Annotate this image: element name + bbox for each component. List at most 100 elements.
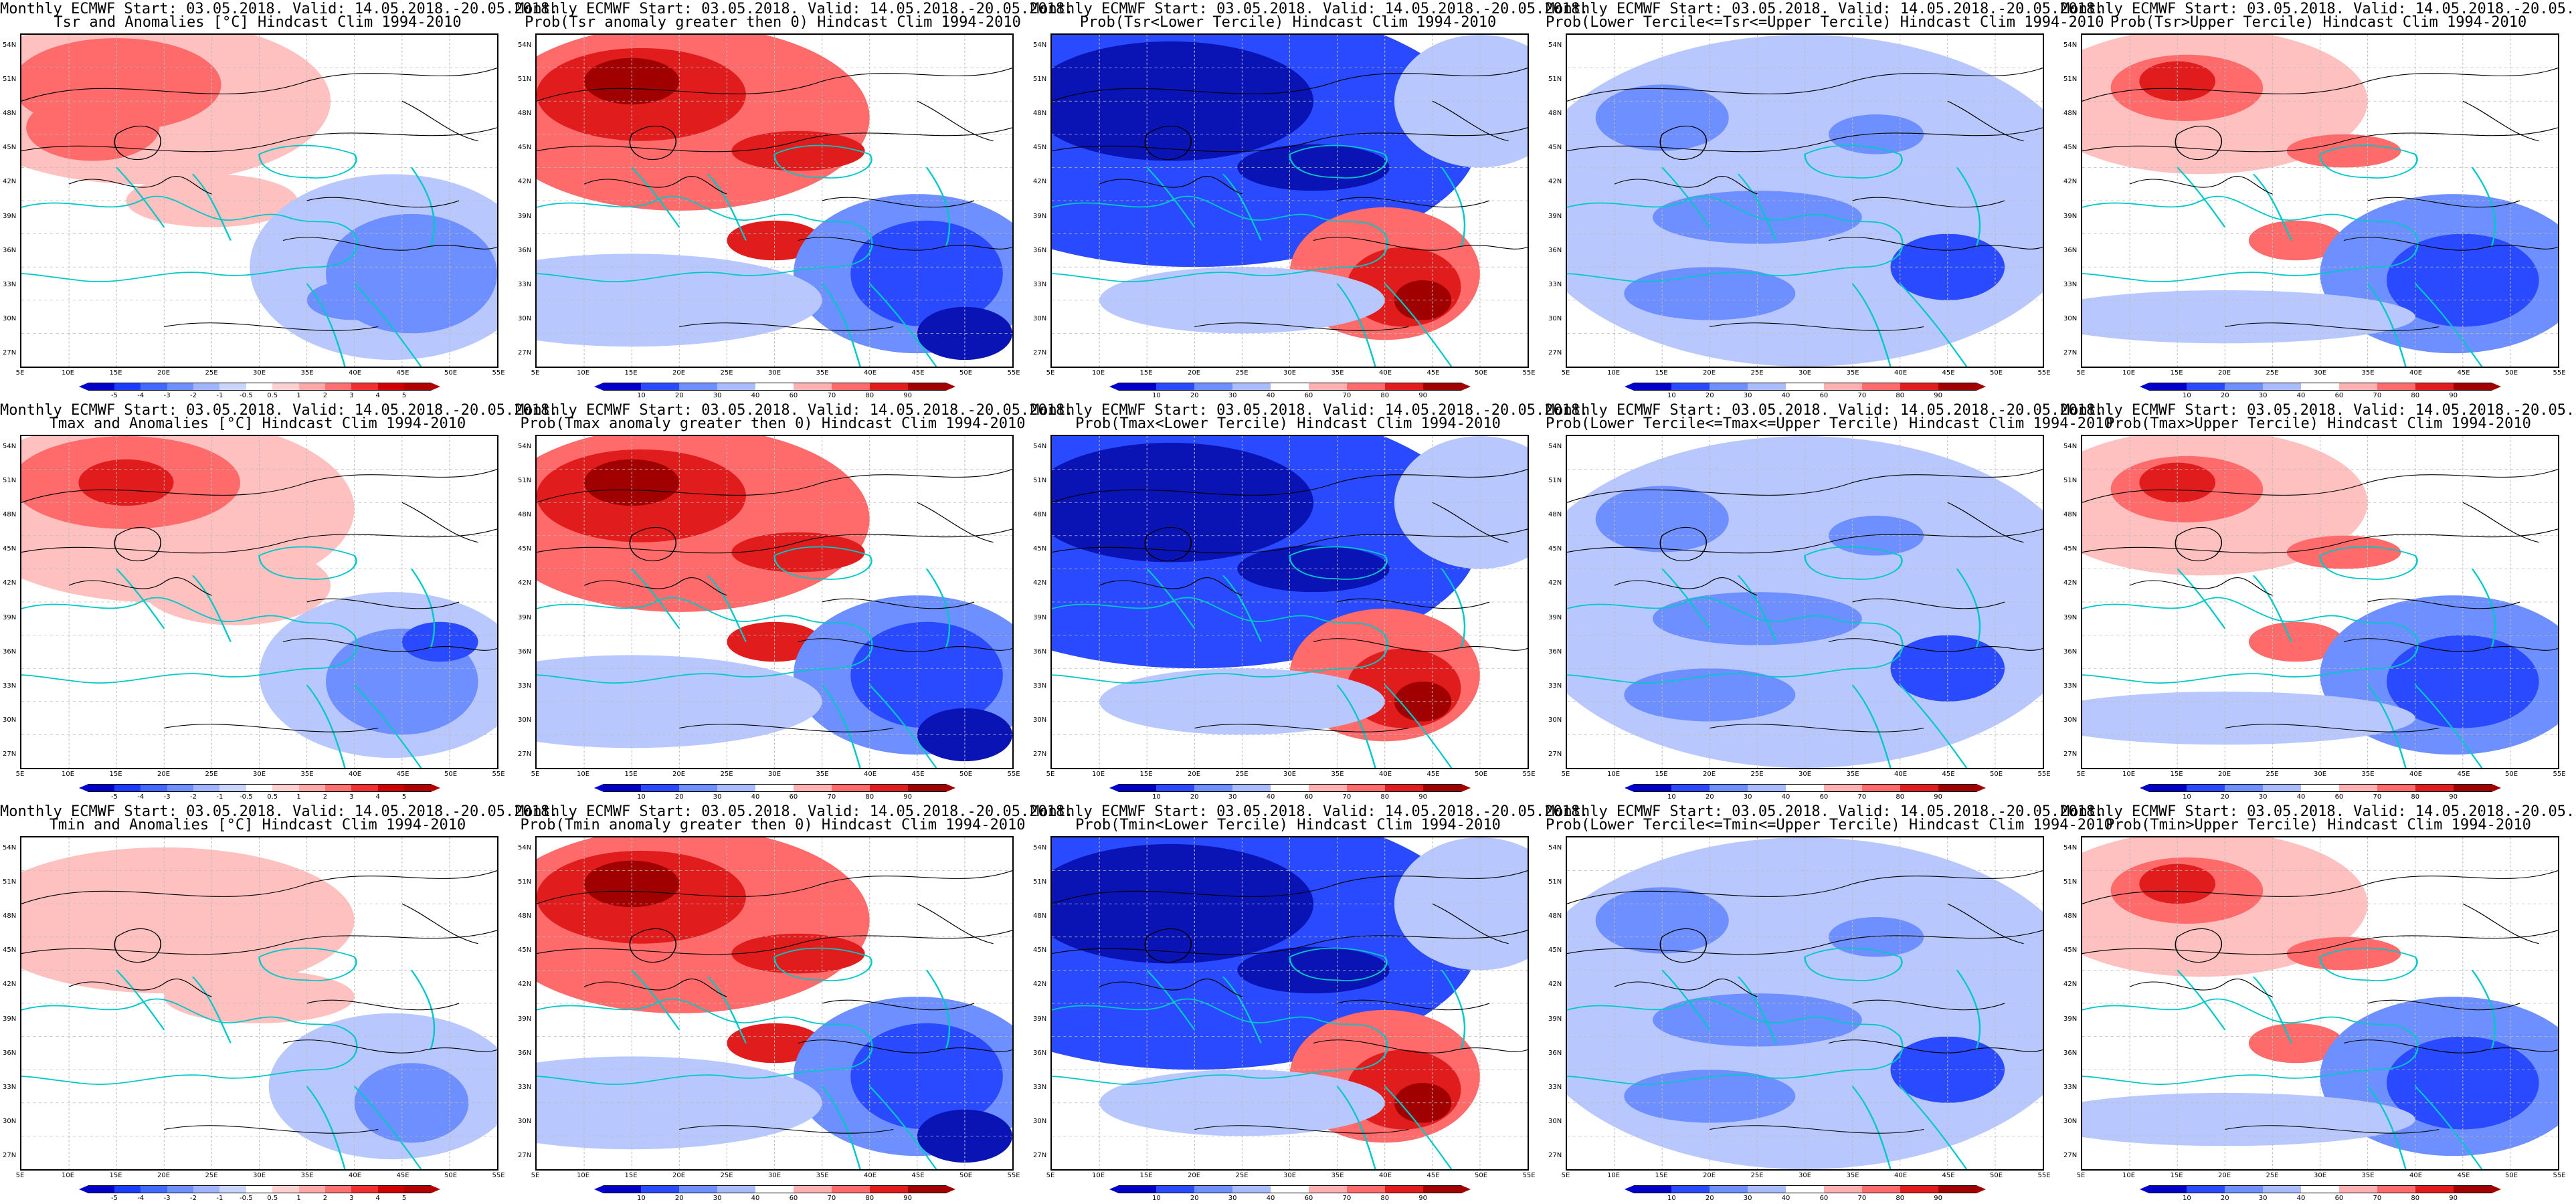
colorbar-swatch: [219, 1185, 246, 1193]
colorbar-swatch: [1671, 383, 1710, 391]
latitude-label: 33N: [1548, 280, 1562, 288]
latitude-label: 27N: [3, 349, 17, 357]
latitude-label: 51N: [1033, 878, 1047, 886]
latitude-label: 42N: [1033, 981, 1047, 989]
colorbar-swatch: [641, 1185, 680, 1193]
colorbar-max-arrow: [430, 784, 440, 792]
field-contour-plot: [1567, 837, 2043, 1169]
colorbar-swatch: [2263, 1185, 2302, 1193]
latitude-label: 45N: [3, 545, 17, 553]
colorbar-label: 20: [1705, 793, 1714, 801]
longitude-label: 10E: [2122, 771, 2136, 778]
latitude-label: 48N: [2063, 912, 2078, 920]
latitude-label: 48N: [3, 110, 17, 118]
colorbar-label: 80: [865, 392, 875, 399]
colorbar-swatch: [1861, 383, 1900, 391]
colorbar-min-arrow: [593, 383, 604, 391]
longitude-label: 10E: [576, 771, 590, 778]
latitude-label: 45N: [1033, 545, 1047, 553]
longitude-label: 45E: [1942, 369, 1955, 377]
colorbar-swatch: [679, 383, 718, 391]
colorbar-swatch: [2148, 784, 2187, 792]
longitude-label: 35E: [1846, 771, 1859, 778]
latitude-label: 36N: [1548, 1049, 1562, 1057]
colorbar-max-arrow: [945, 1185, 955, 1193]
latitude-label: 30N: [3, 716, 17, 724]
longitude-label: 5E: [531, 369, 540, 377]
latitude-label: 33N: [3, 682, 17, 690]
colorbar-swatch: [2453, 1185, 2492, 1193]
longitude-label: 55E: [492, 771, 505, 778]
colorbar-swatch: [2225, 1185, 2264, 1193]
longitude-label: 45E: [2457, 771, 2470, 778]
map-panel: Monthly ECMWF Start: 03.05.2018. Valid: …: [515, 0, 1073, 401]
colorbar-swatch: [1823, 784, 1862, 792]
longitude-label: 30E: [2313, 369, 2327, 377]
colorbar-swatch: [793, 1185, 832, 1193]
longitude-label: 50E: [1474, 369, 1488, 377]
latitude-label: 48N: [1548, 110, 1562, 118]
colorbar-label: 80: [1380, 1195, 1390, 1202]
longitude-label: 20E: [672, 771, 686, 778]
forecast-map: [535, 435, 1014, 769]
field-contour-plot: [1052, 837, 1528, 1169]
colorbar-swatch: [2453, 784, 2492, 792]
longitude-label: 5E: [1046, 369, 1055, 377]
latitude-label: 30N: [518, 1117, 532, 1125]
colorbar-label: 90: [2449, 1195, 2458, 1202]
longitude-label: 40E: [2409, 771, 2423, 778]
colorbar-label: 70: [2373, 1195, 2382, 1202]
latitude-label: 51N: [1033, 76, 1047, 84]
colorbar-swatch: [1938, 784, 1976, 792]
field-contour-plot: [21, 837, 497, 1169]
latitude-label: 51N: [1548, 878, 1562, 886]
colorbar-swatch: [1786, 1185, 1824, 1193]
colorbar-label: 1: [296, 793, 301, 801]
map-panel: Monthly ECMWF Start: 03.05.2018. Valid: …: [1030, 803, 1588, 1204]
longitude-label: 55E: [492, 1172, 505, 1179]
longitude-label: 15E: [1139, 771, 1153, 778]
colorbar-label: 3: [349, 1195, 354, 1202]
forecast-map: [1050, 435, 1529, 769]
colorbar-label: 40: [1266, 392, 1275, 399]
field-contour-plot: [537, 837, 1012, 1169]
colorbar-label: -1: [216, 793, 223, 801]
colorbar-label: 10: [1152, 793, 1161, 801]
latitude-label: 54N: [1033, 41, 1047, 49]
colorbar-label: 90: [2449, 392, 2458, 399]
field-contour-plot: [2082, 35, 2558, 367]
colorbar-label: 60: [1304, 392, 1313, 399]
colorbar-label: 70: [1857, 793, 1867, 801]
forecast-map: [20, 33, 498, 368]
latitude-label: 42N: [2063, 579, 2078, 587]
colorbar-swatch: [141, 1185, 167, 1193]
longitude-label: 35E: [300, 771, 314, 778]
colorbar-label: -2: [190, 793, 197, 801]
field-contour-plot: [1567, 436, 2043, 768]
longitude-label: 10E: [576, 369, 590, 377]
colorbar-swatch: [793, 784, 832, 792]
colorbar-min-arrow: [593, 784, 604, 792]
colorbar: [2139, 383, 2501, 391]
latitude-label: 30N: [1033, 314, 1047, 322]
colorbar-swatch: [246, 784, 273, 792]
colorbar-swatch: [377, 1185, 405, 1193]
panel-title-line2: Tmax and Anomalies [°C] Hindcast Clim 19…: [49, 415, 466, 432]
colorbar-label: 10: [1667, 793, 1676, 801]
latitude-label: 27N: [2063, 1152, 2078, 1159]
longitude-label: 10E: [1606, 1172, 1621, 1179]
longitude-label: 50E: [1989, 1172, 2003, 1179]
colorbar-label: 20: [2220, 392, 2229, 399]
longitude-label: 50E: [444, 1172, 458, 1179]
colorbar-label: 10: [637, 793, 646, 801]
colorbar-label: 80: [1380, 392, 1390, 399]
colorbar-swatch: [1271, 784, 1309, 792]
latitude-label: 42N: [2063, 178, 2078, 186]
colorbar-label: 70: [1857, 392, 1867, 399]
map-panel: Monthly ECMWF Start: 03.05.2018. Valid: …: [2061, 803, 2576, 1204]
latitude-label: 33N: [1033, 682, 1047, 690]
colorbar-swatch: [2377, 383, 2415, 391]
panel-title-line2: Prob(Tsr<Lower Tercile) Hindcast Clim 19…: [1079, 14, 1497, 31]
colorbar-swatch: [325, 383, 352, 391]
colorbar-swatch: [603, 1185, 642, 1193]
